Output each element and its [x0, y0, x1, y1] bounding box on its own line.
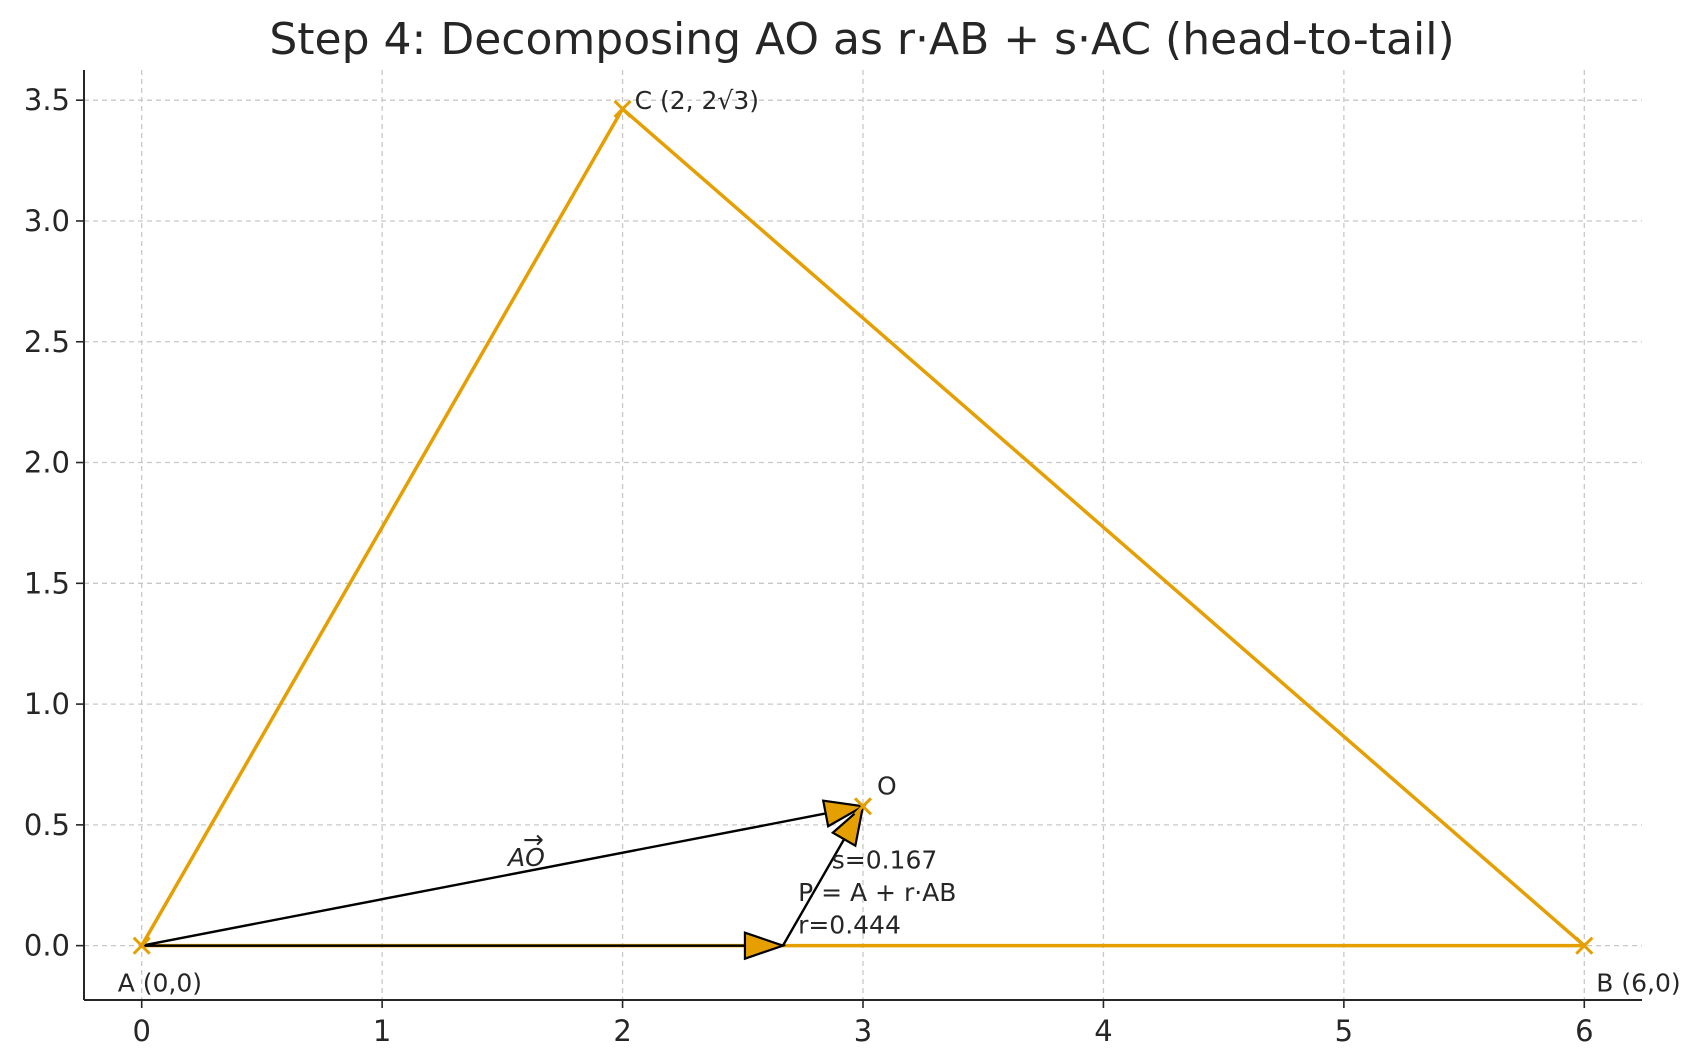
y-tick-label: 0.5: [24, 808, 70, 842]
x-tick-label: 5: [1335, 1014, 1353, 1048]
point-marker-b: [1575, 936, 1594, 955]
point-label-o: O: [877, 771, 897, 800]
vector-arrowhead: [821, 799, 867, 828]
annotation-text: P = A + r·AB: [798, 878, 956, 907]
point-label-b: B (6,0): [1596, 969, 1680, 998]
x-tick-label: 4: [1094, 1014, 1112, 1048]
annotation-text: s=0.167: [832, 845, 938, 874]
point-label-a: A (0,0): [118, 969, 202, 998]
vector-shaft: [781, 838, 846, 947]
vector-label-arrow: →: [523, 825, 544, 854]
y-tick-label: 1.0: [24, 687, 70, 721]
vector-ao: [141, 799, 867, 947]
marker-stroke: [1575, 936, 1594, 955]
point-marker-o: [853, 797, 873, 816]
triangle-abc: [140, 107, 1587, 948]
x-tick-label: 3: [854, 1014, 872, 1048]
point-marker-c: [613, 99, 632, 118]
vectors: [141, 799, 867, 961]
vector-sac: [781, 803, 865, 947]
y-tick-label: 1.5: [24, 566, 70, 600]
x-tick-label: 6: [1575, 1014, 1593, 1048]
point-marker-a: [132, 936, 151, 955]
y-tick-label: 3.5: [24, 83, 70, 117]
vector-shaft: [141, 812, 826, 947]
y-tick-label: 2.5: [24, 325, 70, 359]
vector-arrowhead: [830, 803, 865, 848]
chart-title: Step 4: Decomposing AO as r·AB + s·AC (h…: [269, 14, 1454, 65]
vector-label-ao: AO: [506, 843, 545, 872]
annotation-text: r=0.444: [798, 911, 901, 940]
marker-stroke: [132, 936, 151, 955]
vector-arrowhead: [743, 931, 787, 961]
triangle: [140, 107, 1587, 948]
annotations: s=0.167 P = A + r·AB r=0.444: [798, 845, 956, 939]
point-label-c: C (2, 2√3): [635, 86, 759, 115]
y-tick-label: 0.0: [24, 929, 70, 963]
x-tick-label: 1: [373, 1014, 391, 1048]
x-tick-label: 2: [613, 1014, 631, 1048]
point-labels: A (0,0) B (6,0) C (2, 2√3) O AO→: [118, 86, 1681, 998]
point-markers: [132, 99, 1594, 955]
y-tick-label: 3.0: [24, 204, 70, 238]
marker-stroke: [613, 99, 632, 118]
x-tick-label: 0: [132, 1014, 150, 1048]
y-tick-label: 2.0: [24, 446, 70, 480]
marker-stroke: [853, 797, 873, 816]
tick-labels: 0 1 2 3 4 5 6 0.0 0.5 1.0 1.5 2.0 2.5 3.0 3.5: [24, 83, 1594, 1048]
vector-rab: [141, 931, 787, 961]
